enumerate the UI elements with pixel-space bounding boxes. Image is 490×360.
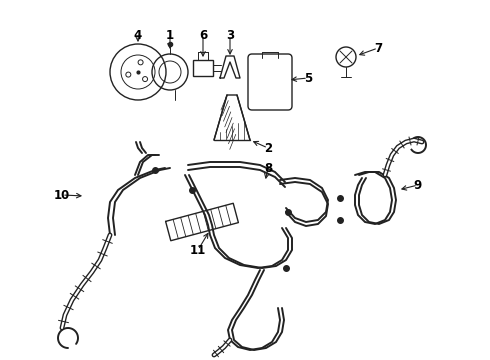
Text: 9: 9: [414, 179, 422, 192]
Bar: [193, 60, 213, 76]
Text: 7: 7: [374, 41, 382, 54]
Text: 3: 3: [226, 28, 234, 41]
Text: 1: 1: [166, 28, 174, 41]
Text: 5: 5: [304, 72, 312, 85]
Text: 2: 2: [264, 141, 272, 154]
Text: 8: 8: [264, 162, 272, 175]
Text: 10: 10: [54, 189, 70, 202]
Text: 11: 11: [190, 243, 206, 257]
Text: 6: 6: [199, 28, 207, 41]
Text: 4: 4: [134, 28, 142, 41]
